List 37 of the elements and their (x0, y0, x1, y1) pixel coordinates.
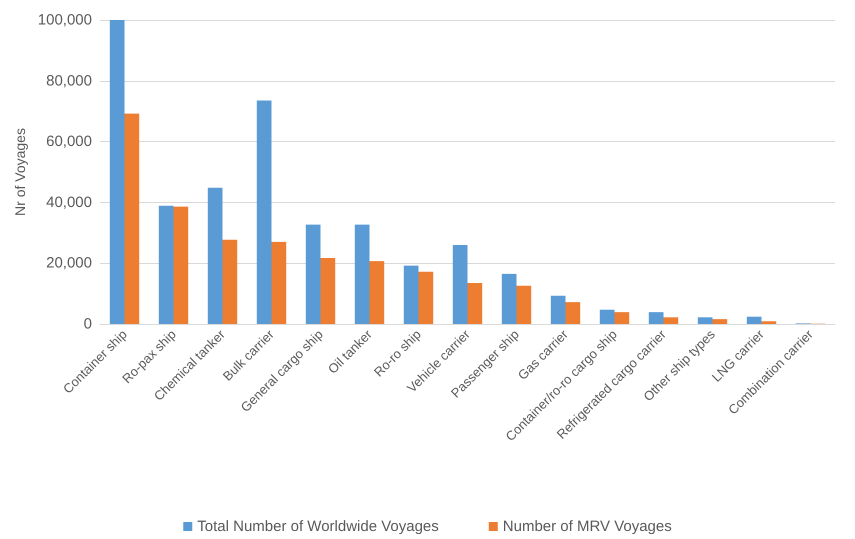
y-tick-label: 20,000 (46, 254, 92, 272)
y-tick-label: 80,000 (46, 72, 92, 90)
bar (354, 224, 370, 324)
bar (404, 266, 418, 324)
bar (502, 274, 516, 324)
bar (158, 206, 174, 324)
y-tick-label: 40,000 (46, 194, 92, 211)
bar (664, 317, 678, 324)
bar (550, 296, 566, 324)
bar (516, 286, 532, 324)
y-tick-label: 100,000 (38, 12, 92, 28)
bar (320, 258, 336, 324)
bar (370, 261, 384, 324)
legend-label: Total Number of Worldwide Voyages (197, 518, 439, 535)
y-tick-label: 0 (84, 316, 92, 332)
bar (468, 282, 482, 324)
y-axis-title: Nr of Voyages (12, 128, 28, 216)
bar (566, 302, 580, 324)
bar (110, 20, 124, 324)
bar (648, 312, 664, 324)
bar (600, 310, 614, 324)
bar (698, 317, 712, 324)
bar (762, 321, 776, 324)
bar (452, 244, 468, 324)
bar (222, 240, 238, 324)
bar (418, 272, 434, 324)
bar (124, 114, 140, 324)
bar (272, 242, 286, 324)
bar (256, 100, 272, 324)
bar (174, 206, 188, 324)
y-tick-label: 60,000 (46, 133, 92, 150)
bar (712, 319, 728, 324)
bar (306, 224, 320, 324)
bar (208, 188, 222, 324)
legend-label: Number of MRV Voyages (502, 518, 672, 535)
bar (746, 316, 762, 324)
bar (614, 312, 630, 324)
